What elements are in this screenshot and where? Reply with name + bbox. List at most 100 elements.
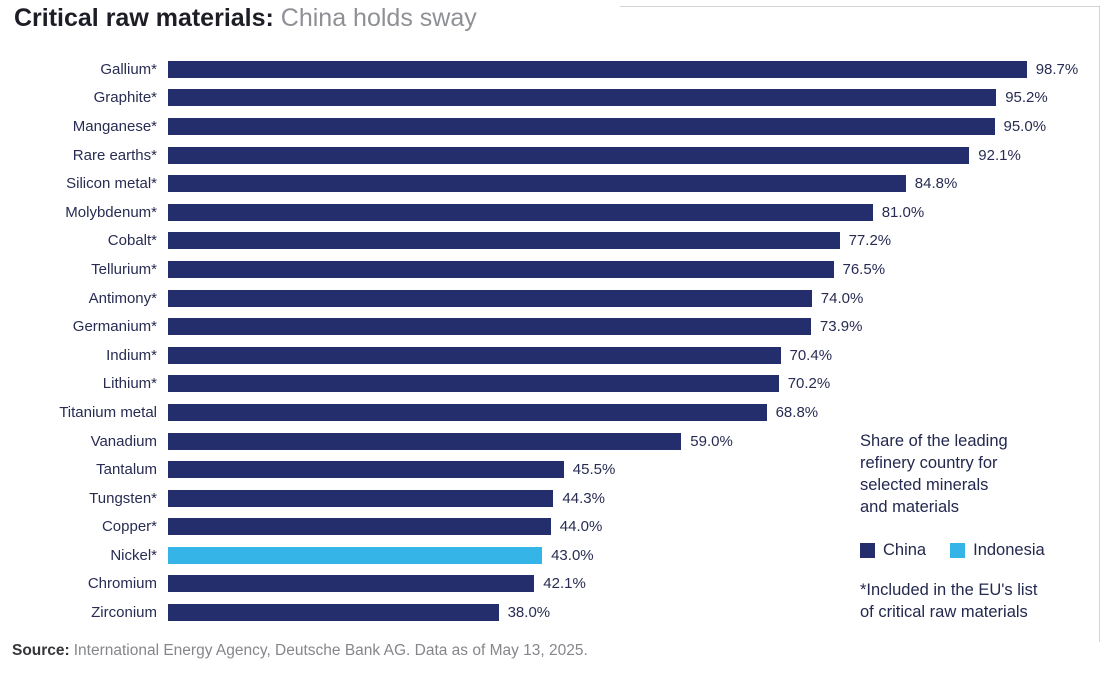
chart-annotation: Share of the leading refinery country fo… [860, 432, 1008, 516]
bar-row: Graphite* 95.2% [12, 84, 1078, 113]
bar-label: Tellurium* [91, 260, 157, 278]
page-title: Critical raw materials: China holds sway [14, 3, 477, 33]
legend-swatch [860, 542, 875, 558]
bar [168, 232, 840, 250]
bar-row: Lithium* 70.2% [12, 370, 1078, 399]
bar-value: 68.8% [775, 403, 819, 421]
legend-swatch [950, 542, 966, 558]
bar-row: Indium* 70.4% [12, 341, 1078, 370]
bar [168, 375, 779, 393]
bar-chart: Gallium* 98.7% Graphite* 95.2% Manganese… [12, 55, 1078, 627]
bar-label: Silicon metal* [66, 175, 157, 193]
bar-value: 92.1% [978, 146, 1021, 164]
bar-label: Antimony* [88, 289, 157, 307]
bar [168, 489, 554, 507]
bar-row: Zirconium 38.0% [12, 598, 1078, 627]
legend-item: Indonesia [950, 541, 1045, 560]
bar [168, 289, 812, 307]
bar-label: Rare earths* [72, 146, 157, 164]
bar [168, 346, 781, 364]
bar-row: Cobalt* 77.2% [12, 227, 1078, 256]
bar-label: Gallium* [100, 60, 157, 78]
bar-label: Copper* [101, 518, 157, 536]
bar-value: 95.2% [1005, 89, 1048, 107]
bar-row: Chromium 42.1% [12, 570, 1078, 599]
bar [168, 117, 995, 135]
bar [168, 432, 682, 450]
bar [168, 546, 543, 564]
frame-border-top [620, 6, 1100, 7]
bar [168, 60, 1027, 78]
bar-value: 77.2% [848, 232, 892, 250]
bar-value: 59.0% [690, 432, 733, 450]
bar-label: Tantalum [96, 461, 157, 479]
source-text: International Energy Agency, Deutsche Ba… [73, 642, 588, 659]
bar [168, 518, 551, 536]
bar-value: 43.0% [551, 546, 594, 564]
bar-value: 44.3% [562, 489, 605, 507]
bar-value: 38.0% [507, 604, 551, 622]
bar-value: 45.5% [572, 461, 616, 479]
bar-label: Germanium* [72, 318, 157, 336]
bar-row: Vanadium 59.0% [12, 427, 1078, 456]
bar-row: Copper* 44.0% [12, 513, 1078, 542]
bar-value: 42.1% [543, 575, 586, 593]
legend-label: China [883, 540, 927, 559]
source-line: Source: International Energy Agency, Deut… [12, 642, 588, 660]
legend-label: Indonesia [973, 540, 1045, 559]
legend: China Indonesia [860, 541, 1104, 560]
bar-value: 74.0% [820, 289, 864, 307]
bar-row: Antimony* 74.0% [12, 284, 1078, 313]
bar [168, 89, 997, 107]
bar-label: Zirconium [91, 604, 157, 622]
bar-label: Lithium* [102, 375, 157, 393]
bar-row: Manganese* 95.0% [12, 112, 1078, 141]
bar [168, 175, 906, 193]
bar-label: Chromium [87, 575, 157, 593]
bar-label: Graphite* [93, 89, 157, 107]
bar-row: Germanium* 73.9% [12, 312, 1078, 341]
bar-value: 84.8% [914, 175, 958, 193]
side-panel: Share of the leading refinery country fo… [860, 431, 1104, 624]
bar-row: Tungsten* 44.3% [12, 484, 1078, 513]
bar-row: Molybdenum* 81.0% [12, 198, 1078, 227]
bar [168, 318, 811, 336]
bar-label: Tungsten* [89, 489, 157, 507]
bar [168, 461, 564, 479]
bar-value: 76.5% [842, 260, 886, 278]
bar-row: Gallium* 98.7% [12, 55, 1078, 84]
bar-value: 73.9% [819, 318, 863, 336]
bar-row: Tellurium* 76.5% [12, 255, 1078, 284]
bar-value: 70.2% [787, 375, 831, 393]
bar-row: Titanium metal 68.8% [12, 398, 1078, 427]
bar-row: Silicon metal* 84.8% [12, 169, 1078, 198]
bar-value: 95.0% [1003, 117, 1047, 135]
bar-label: Titanium metal [59, 403, 157, 421]
bar-label: Nickel* [110, 546, 157, 564]
bar-label: Cobalt* [107, 232, 157, 250]
bar-label: Molybdenum* [65, 203, 157, 221]
bar-value: 98.7% [1035, 60, 1079, 78]
bar [168, 604, 499, 622]
chart-footnote: *Included in the EU's list of critical r… [860, 580, 1038, 621]
bar-value: 70.4% [789, 346, 833, 364]
bar-row: Nickel* 43.0% [12, 541, 1078, 570]
bar [168, 403, 767, 421]
bar [168, 260, 834, 278]
bar-value: 44.0% [559, 518, 603, 536]
legend-item: China [860, 541, 926, 560]
bar-row: Rare earths* 92.1% [12, 141, 1078, 170]
bar-value: 81.0% [881, 203, 925, 221]
page-title-bold: Critical raw materials: [14, 4, 274, 32]
bar [168, 203, 873, 221]
bar [168, 575, 535, 593]
frame-border-right [1099, 6, 1100, 642]
source-label: Source: [12, 642, 70, 659]
bar-label: Manganese* [72, 117, 157, 135]
page-title-subtitle: China holds sway [273, 4, 477, 32]
bar-row: Tantalum 45.5% [12, 455, 1078, 484]
bar-label: Vanadium [90, 432, 157, 450]
bar [168, 146, 970, 164]
bar-label: Indium* [106, 346, 157, 364]
